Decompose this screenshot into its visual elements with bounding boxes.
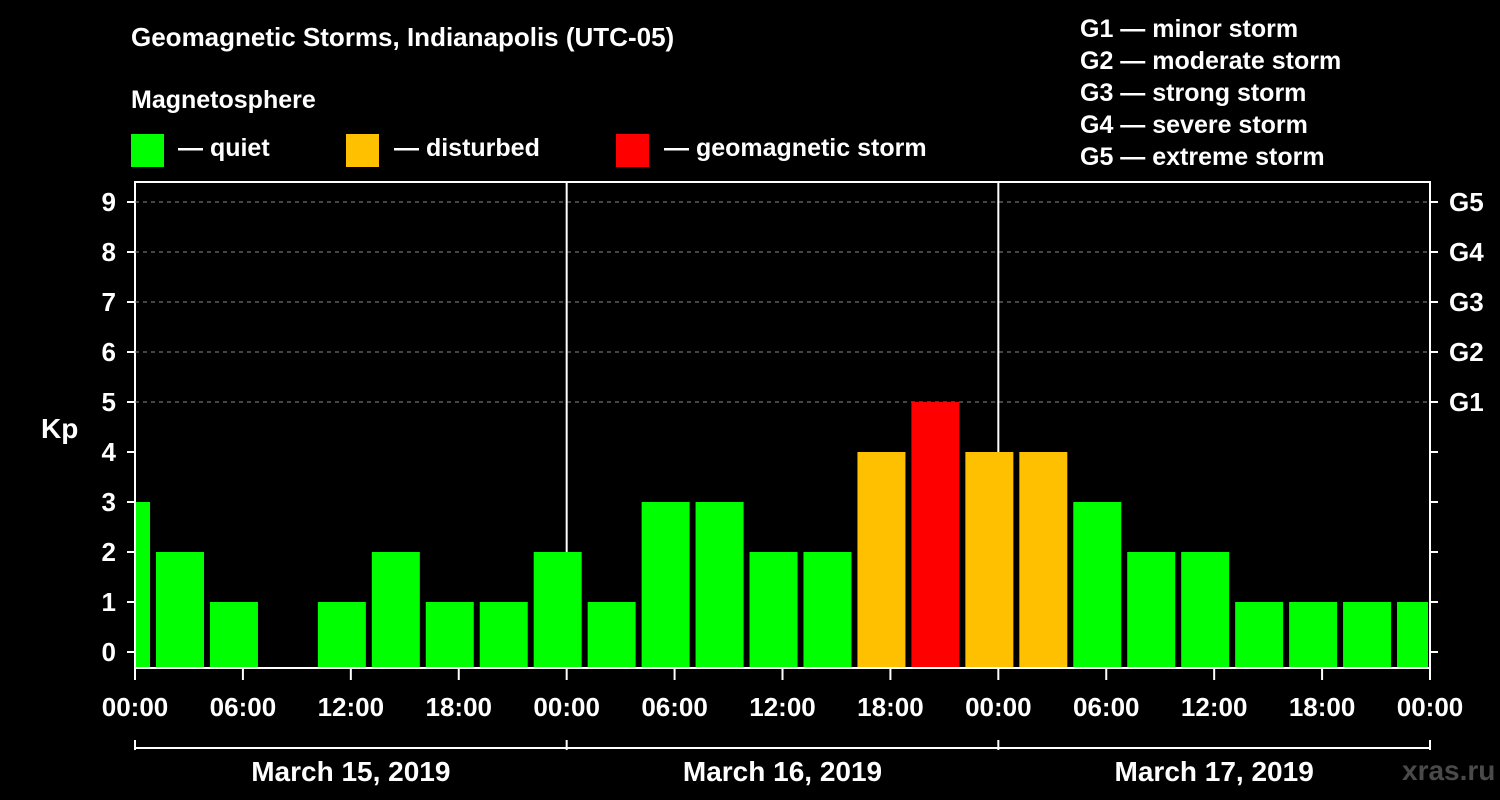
g-level-label: G2 <box>1449 337 1484 367</box>
kp-bar <box>317 602 366 667</box>
kp-bar <box>479 602 528 667</box>
kp-bar <box>209 602 258 667</box>
legend-swatch-storm <box>616 134 649 167</box>
x-tick-label: 00:00 <box>1397 692 1464 722</box>
y-tick-label: 4 <box>102 437 117 467</box>
kp-bar <box>1181 552 1230 667</box>
kp-bar <box>1289 602 1338 667</box>
kp-bar <box>533 552 582 667</box>
x-tick-label: 12:00 <box>318 692 385 722</box>
legend-label-storm: — geomagnetic storm <box>664 134 927 162</box>
g-level-label: G3 <box>1449 287 1484 317</box>
date-label: March 16, 2019 <box>683 756 882 787</box>
legend-label-quiet: — quiet <box>178 134 270 162</box>
kp-bar <box>1343 602 1392 667</box>
kp-bar <box>425 602 474 667</box>
x-tick-label: 00:00 <box>965 692 1032 722</box>
magnetosphere-label: Magnetosphere <box>131 86 316 114</box>
kp-bar <box>695 502 744 667</box>
y-tick-label: 9 <box>102 187 116 217</box>
kp-bar <box>136 502 151 667</box>
y-tick-label: 1 <box>102 587 116 617</box>
y-tick-label: 0 <box>102 637 116 667</box>
g-level-label: G4 <box>1449 237 1484 267</box>
x-tick-label: 00:00 <box>533 692 600 722</box>
kp-bar <box>965 452 1014 667</box>
kp-bar <box>749 552 798 667</box>
y-tick-label: 7 <box>102 287 116 317</box>
kp-bar <box>1127 552 1176 667</box>
x-tick-label: 06:00 <box>210 692 277 722</box>
g-level-label: G1 <box>1449 387 1484 417</box>
storm-scale-g4: G4 — severe storm <box>1080 111 1308 139</box>
y-tick-label: 2 <box>102 537 116 567</box>
y-tick-label: 8 <box>102 237 116 267</box>
kp-bar <box>1235 602 1284 667</box>
x-tick-label: 18:00 <box>426 692 493 722</box>
kp-bar <box>641 502 690 667</box>
y-axis-title: Kp <box>41 413 78 444</box>
y-tick-label: 3 <box>102 487 116 517</box>
kp-bar <box>1397 602 1428 667</box>
x-tick-label: 12:00 <box>1181 692 1248 722</box>
date-label: March 17, 2019 <box>1115 756 1314 787</box>
kp-bar <box>155 552 204 667</box>
x-tick-label: 00:00 <box>102 692 169 722</box>
storm-scale-g1: G1 — minor storm <box>1080 15 1299 43</box>
y-tick-label: 5 <box>102 387 116 417</box>
x-tick-label: 12:00 <box>749 692 816 722</box>
chart-title: Geomagnetic Storms, Indianapolis (UTC-05… <box>131 22 675 52</box>
x-tick-label: 18:00 <box>1289 692 1356 722</box>
g-level-label: G5 <box>1449 187 1484 217</box>
x-tick-label: 18:00 <box>857 692 924 722</box>
kp-bar <box>1073 502 1122 667</box>
kp-bar <box>911 402 960 667</box>
legend-swatch-disturbed <box>346 134 379 167</box>
kp-bar <box>857 452 906 667</box>
x-tick-label: 06:00 <box>1073 692 1140 722</box>
storm-scale-g5: G5 — extreme storm <box>1080 143 1325 171</box>
date-label: March 15, 2019 <box>251 756 450 787</box>
legend-label-disturbed: — disturbed <box>394 134 540 162</box>
watermark: xras.ru <box>1402 755 1496 786</box>
storm-scale-g3: G3 — strong storm <box>1080 79 1307 107</box>
kp-bar <box>803 552 852 667</box>
kp-bar <box>587 602 636 667</box>
x-tick-label: 06:00 <box>641 692 708 722</box>
kp-bar <box>1019 452 1068 667</box>
legend-swatch-quiet <box>131 134 164 167</box>
kp-bar <box>371 552 420 667</box>
storm-scale-g2: G2 — moderate storm <box>1080 47 1342 75</box>
y-tick-label: 6 <box>102 337 116 367</box>
